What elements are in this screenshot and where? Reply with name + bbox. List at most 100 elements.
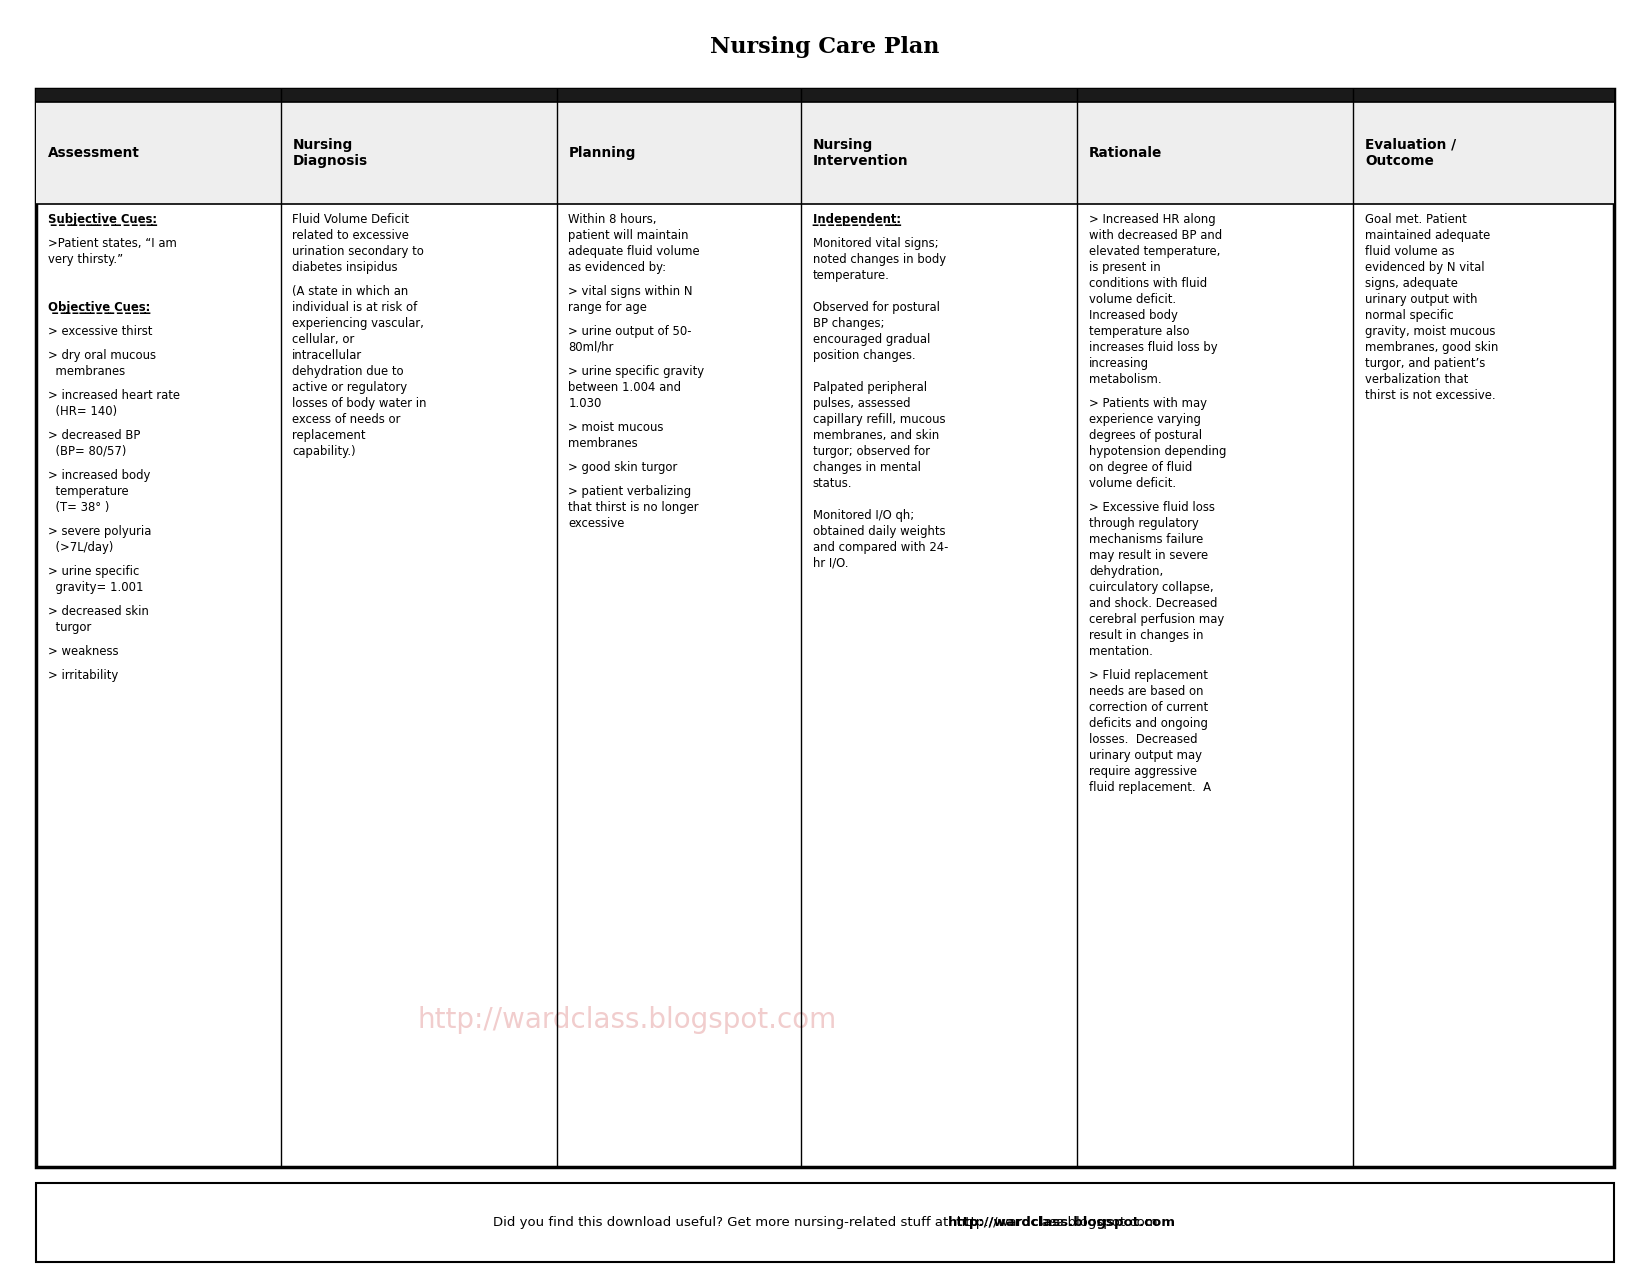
Text: volume deficit.: volume deficit. <box>1089 293 1176 306</box>
Text: dehydration due to: dehydration due to <box>292 365 404 377</box>
Text: Nursing
Intervention: Nursing Intervention <box>813 138 909 168</box>
Text: fluid volume as: fluid volume as <box>1365 245 1455 258</box>
Text: Fluid Volume Deficit: Fluid Volume Deficit <box>292 213 409 226</box>
Text: Nursing Care Plan: Nursing Care Plan <box>710 36 940 59</box>
Text: intracellular: intracellular <box>292 349 363 362</box>
Text: Monitored I/O qh;: Monitored I/O qh; <box>813 509 914 521</box>
Text: thirst is not excessive.: thirst is not excessive. <box>1365 389 1495 402</box>
Text: changes in mental: changes in mental <box>813 462 921 474</box>
Text: correction of current: correction of current <box>1089 701 1208 714</box>
Text: membranes: membranes <box>568 437 639 450</box>
Text: very thirsty.”: very thirsty.” <box>48 252 124 266</box>
Text: individual is at risk of: individual is at risk of <box>292 301 417 314</box>
Text: fluid replacement.  A: fluid replacement. A <box>1089 782 1211 794</box>
Text: >Patient states, “I am: >Patient states, “I am <box>48 237 177 250</box>
Text: as evidenced by:: as evidenced by: <box>568 261 667 274</box>
Text: volume deficit.: volume deficit. <box>1089 477 1176 490</box>
Text: gravity= 1.001: gravity= 1.001 <box>48 581 144 594</box>
Text: Rationale: Rationale <box>1089 147 1162 159</box>
Text: > increased heart rate: > increased heart rate <box>48 389 180 402</box>
Text: experience varying: experience varying <box>1089 413 1201 426</box>
Text: Increased body: Increased body <box>1089 309 1178 323</box>
Text: cerebral perfusion may: cerebral perfusion may <box>1089 613 1224 626</box>
Text: Did you find this download useful? Get more nursing-related stuff at  http://war: Did you find this download useful? Get m… <box>493 1216 1157 1229</box>
Text: > irritability: > irritability <box>48 669 119 682</box>
Text: adequate fluid volume: adequate fluid volume <box>568 245 700 258</box>
Text: Palpated peripheral: Palpated peripheral <box>813 381 927 394</box>
Text: (A state in which an: (A state in which an <box>292 284 409 298</box>
Text: temperature: temperature <box>48 484 129 499</box>
Text: > decreased skin: > decreased skin <box>48 606 148 618</box>
Text: Nursing
Diagnosis: Nursing Diagnosis <box>292 138 368 168</box>
Text: I̲n̲d̲e̲p̲e̲n̲d̲e̲n̲t̲:̲: I̲n̲d̲e̲p̲e̲n̲d̲e̲n̲t̲:̲ <box>813 213 901 226</box>
Text: > good skin turgor: > good skin turgor <box>568 462 678 474</box>
Text: excessive: excessive <box>568 516 625 530</box>
Text: > dry oral mucous: > dry oral mucous <box>48 349 155 362</box>
Text: evidenced by N vital: evidenced by N vital <box>1365 261 1485 274</box>
Text: temperature.: temperature. <box>813 269 889 282</box>
Text: temperature also: temperature also <box>1089 325 1190 338</box>
Text: > urine specific: > urine specific <box>48 565 139 578</box>
Text: encouraged gradual: encouraged gradual <box>813 333 931 346</box>
Text: http://wardclass.blogspot.com: http://wardclass.blogspot.com <box>417 1006 837 1034</box>
Text: may result in severe: may result in severe <box>1089 550 1208 562</box>
Text: losses of body water in: losses of body water in <box>292 397 427 411</box>
Text: membranes: membranes <box>48 365 125 377</box>
Text: capillary refill, mucous: capillary refill, mucous <box>813 413 945 426</box>
Text: Planning: Planning <box>568 147 635 159</box>
Text: > decreased BP: > decreased BP <box>48 428 140 442</box>
Text: dehydration,: dehydration, <box>1089 565 1163 578</box>
Bar <box>36 102 1614 204</box>
Text: capability.): capability.) <box>292 445 356 458</box>
Text: deficits and ongoing: deficits and ongoing <box>1089 717 1208 731</box>
Text: Goal met. Patient: Goal met. Patient <box>1365 213 1467 226</box>
Text: > Increased HR along: > Increased HR along <box>1089 213 1216 226</box>
Text: urination secondary to: urination secondary to <box>292 245 424 258</box>
Text: Within 8 hours,: Within 8 hours, <box>568 213 657 226</box>
Text: > Excessive fluid loss: > Excessive fluid loss <box>1089 501 1214 514</box>
Text: patient will maintain: patient will maintain <box>568 230 690 242</box>
Text: > moist mucous: > moist mucous <box>568 421 663 434</box>
Text: degrees of postural: degrees of postural <box>1089 428 1203 442</box>
Text: cuirculatory collapse,: cuirculatory collapse, <box>1089 581 1213 594</box>
Text: excess of needs or: excess of needs or <box>292 413 401 426</box>
Text: hypotension depending: hypotension depending <box>1089 445 1226 458</box>
Text: metabolism.: metabolism. <box>1089 374 1162 386</box>
Text: membranes, good skin: membranes, good skin <box>1365 340 1498 354</box>
Text: membranes, and skin: membranes, and skin <box>813 428 939 442</box>
Text: > Fluid replacement: > Fluid replacement <box>1089 669 1208 682</box>
Text: Observed for postural: Observed for postural <box>813 301 940 314</box>
Text: require aggressive: require aggressive <box>1089 765 1196 778</box>
Text: http://wardclass.blogspot.com: http://wardclass.blogspot.com <box>949 1216 1176 1229</box>
Text: experiencing vascular,: experiencing vascular, <box>292 317 424 330</box>
Text: conditions with fluid: conditions with fluid <box>1089 277 1208 289</box>
Text: position changes.: position changes. <box>813 349 916 362</box>
Text: (T= 38° ): (T= 38° ) <box>48 501 109 514</box>
Text: between 1.004 and: between 1.004 and <box>568 381 681 394</box>
Text: increasing: increasing <box>1089 357 1148 370</box>
Text: result in changes in: result in changes in <box>1089 629 1203 643</box>
Text: verbalization that: verbalization that <box>1365 374 1468 386</box>
Text: (HR= 140): (HR= 140) <box>48 405 117 418</box>
Text: diabetes insipidus: diabetes insipidus <box>292 261 398 274</box>
Text: > Patients with may: > Patients with may <box>1089 397 1206 411</box>
Text: increases fluid loss by: increases fluid loss by <box>1089 340 1218 354</box>
Text: O̲b̲j̲e̲c̲t̲i̲v̲e̲ ̲C̲u̲e̲s̲:̲: O̲b̲j̲e̲c̲t̲i̲v̲e̲ ̲C̲u̲e̲s̲:̲ <box>48 301 150 314</box>
Text: > excessive thirst: > excessive thirst <box>48 325 152 338</box>
Text: signs, adequate: signs, adequate <box>1365 277 1459 289</box>
Text: through regulatory: through regulatory <box>1089 516 1198 530</box>
Text: S̲u̲b̲j̲e̲c̲t̲i̲v̲e̲ ̲C̲u̲e̲s̲:̲: S̲u̲b̲j̲e̲c̲t̲i̲v̲e̲ ̲C̲u̲e̲s̲:̲ <box>48 213 157 226</box>
Text: related to excessive: related to excessive <box>292 230 409 242</box>
Text: status.: status. <box>813 477 853 490</box>
Text: obtained daily weights: obtained daily weights <box>813 525 945 538</box>
Text: (>7L/day): (>7L/day) <box>48 541 114 555</box>
Text: BP changes;: BP changes; <box>813 317 884 330</box>
Text: replacement: replacement <box>292 428 366 442</box>
Text: > weakness: > weakness <box>48 645 119 658</box>
Text: cellular, or: cellular, or <box>292 333 355 346</box>
Text: mentation.: mentation. <box>1089 645 1153 658</box>
Text: is present in: is present in <box>1089 261 1160 274</box>
Bar <box>36 89 1614 102</box>
Text: 80ml/hr: 80ml/hr <box>568 340 614 354</box>
Text: losses.  Decreased: losses. Decreased <box>1089 733 1198 746</box>
